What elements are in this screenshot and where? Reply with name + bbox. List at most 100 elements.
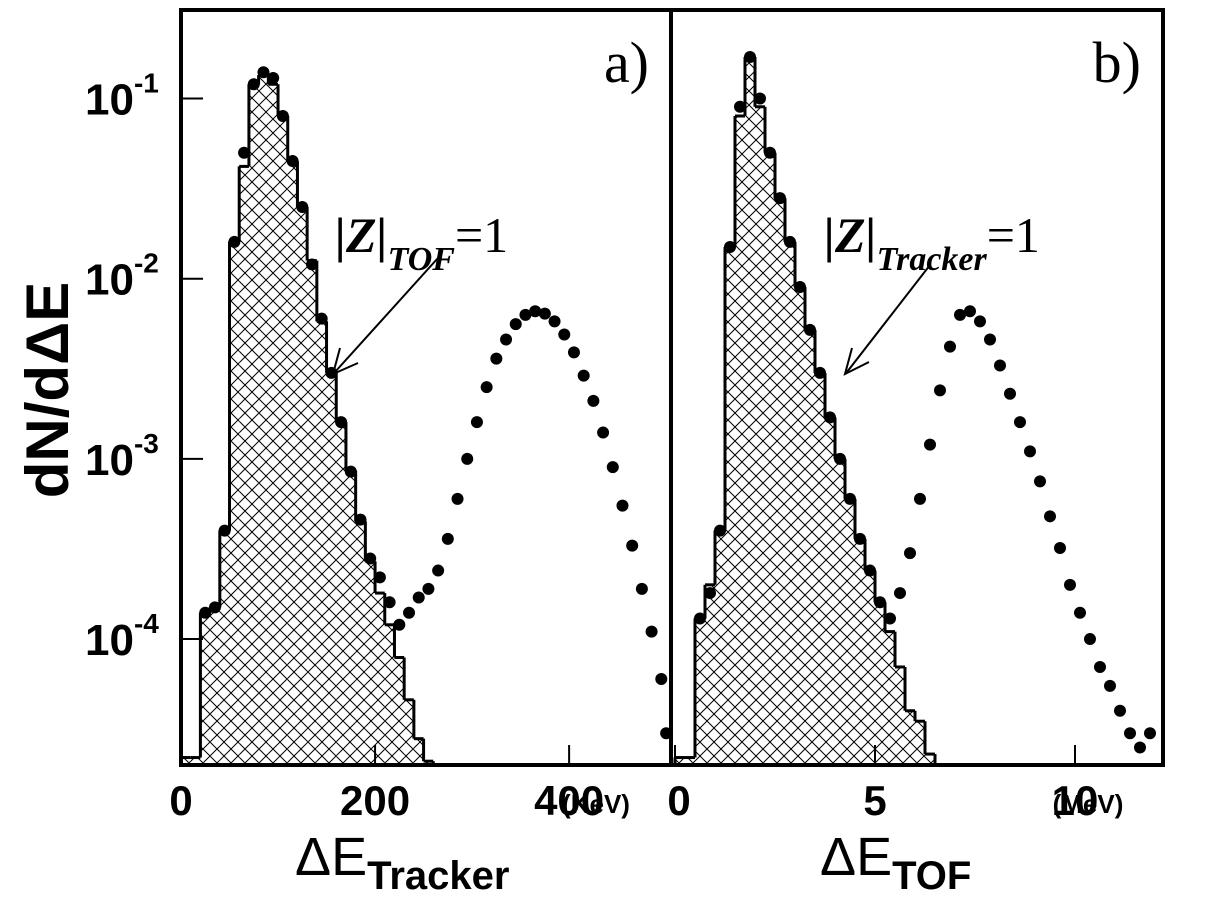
histogram-bar [326, 372, 337, 765]
histogram-bar [855, 538, 865, 765]
data-point [1014, 416, 1026, 429]
data-point [964, 305, 976, 318]
annotation-sub: Tracker [877, 241, 988, 278]
histogram-bar [745, 57, 755, 765]
y-tick-exp: -1 [134, 68, 159, 99]
panel [673, 51, 1156, 765]
histogram-bar [268, 84, 279, 765]
histogram-bar [735, 115, 745, 765]
histogram-bar [219, 530, 230, 765]
histogram-bar [785, 241, 795, 765]
data-point [393, 618, 406, 631]
data-point [305, 258, 318, 271]
data-point [1054, 542, 1066, 555]
data-point [626, 539, 639, 552]
data-point [529, 305, 542, 318]
data-point [874, 596, 886, 609]
data-point [924, 438, 936, 451]
histogram-bar [675, 757, 685, 765]
data-point [1134, 741, 1146, 754]
data-point [734, 100, 746, 113]
data-point [1064, 578, 1076, 591]
data-point [451, 492, 464, 505]
data-point [660, 727, 671, 740]
y-tick-base: 10 [85, 436, 134, 485]
x-label-sub: TOF [892, 854, 971, 898]
histogram-bar [258, 75, 269, 765]
data-point [994, 359, 1006, 372]
data-point [441, 532, 454, 545]
data-point [704, 587, 716, 600]
annotation-tail: =1 [987, 207, 1040, 263]
histogram-bar [210, 607, 220, 765]
data-point [228, 235, 241, 248]
data-point [814, 366, 826, 379]
histogram-bar [316, 321, 327, 765]
data-point [1094, 660, 1106, 673]
histogram-bar [685, 757, 695, 765]
histogram-bar [915, 721, 925, 765]
x-tick-label: 0 [169, 777, 192, 824]
data-point [267, 72, 280, 85]
data-point [616, 499, 629, 512]
x-axis-label: ΔETOF [820, 827, 971, 898]
data-point [364, 552, 377, 565]
annotation-main: |Z| [824, 207, 877, 263]
x-tick-label: 0 [667, 777, 690, 824]
data-point [1124, 727, 1136, 740]
histogram-bar [905, 710, 915, 765]
x-axis-label: ΔETracker [295, 827, 509, 898]
data-point [344, 465, 357, 478]
x-tick-label: 200 [340, 777, 410, 824]
y-tick-label: 10-4 [85, 608, 159, 665]
data-point [714, 524, 726, 537]
data-point [480, 381, 493, 394]
histogram-bar [384, 624, 395, 765]
histogram-bar [885, 631, 895, 765]
data-point [548, 315, 561, 328]
data-point [635, 582, 648, 595]
data-point [754, 92, 766, 105]
x-tick-label: 10 [1052, 777, 1099, 824]
data-point [509, 318, 522, 331]
data-point [218, 524, 231, 537]
x-tick-label: 5 [863, 777, 886, 824]
data-point [587, 394, 600, 407]
data-point [1084, 633, 1096, 646]
x-tick-label: 400 [534, 777, 604, 824]
data-point [784, 235, 796, 248]
histogram-bar [755, 106, 765, 765]
y-tick-label: 10-2 [85, 248, 159, 305]
data-point [199, 606, 212, 619]
data-point [606, 461, 619, 474]
data-point [276, 109, 289, 122]
data-point [519, 308, 532, 321]
data-point [645, 625, 658, 638]
data-point [724, 240, 736, 253]
data-point [984, 333, 996, 346]
x-label-main: ΔE [820, 827, 892, 887]
data-point [1024, 445, 1036, 458]
y-tick-base: 10 [85, 616, 134, 665]
data-point [422, 582, 435, 595]
data-point [1144, 727, 1156, 740]
histogram-bar [895, 666, 905, 765]
data-point [461, 452, 474, 465]
data-point [558, 328, 571, 341]
data-point [403, 606, 416, 619]
histogram-bar [345, 470, 356, 765]
data-point [904, 547, 916, 560]
x-label-sub: Tracker [367, 854, 509, 898]
histogram-bar [725, 246, 735, 765]
data-point [597, 426, 610, 439]
data-point [744, 51, 756, 64]
data-point [335, 416, 348, 429]
data-point [412, 591, 425, 604]
data-point [315, 312, 328, 325]
histogram-bar [845, 498, 855, 765]
data-point [490, 352, 503, 365]
histogram-bar [375, 593, 385, 765]
data-point [944, 340, 956, 353]
data-point [894, 587, 906, 600]
